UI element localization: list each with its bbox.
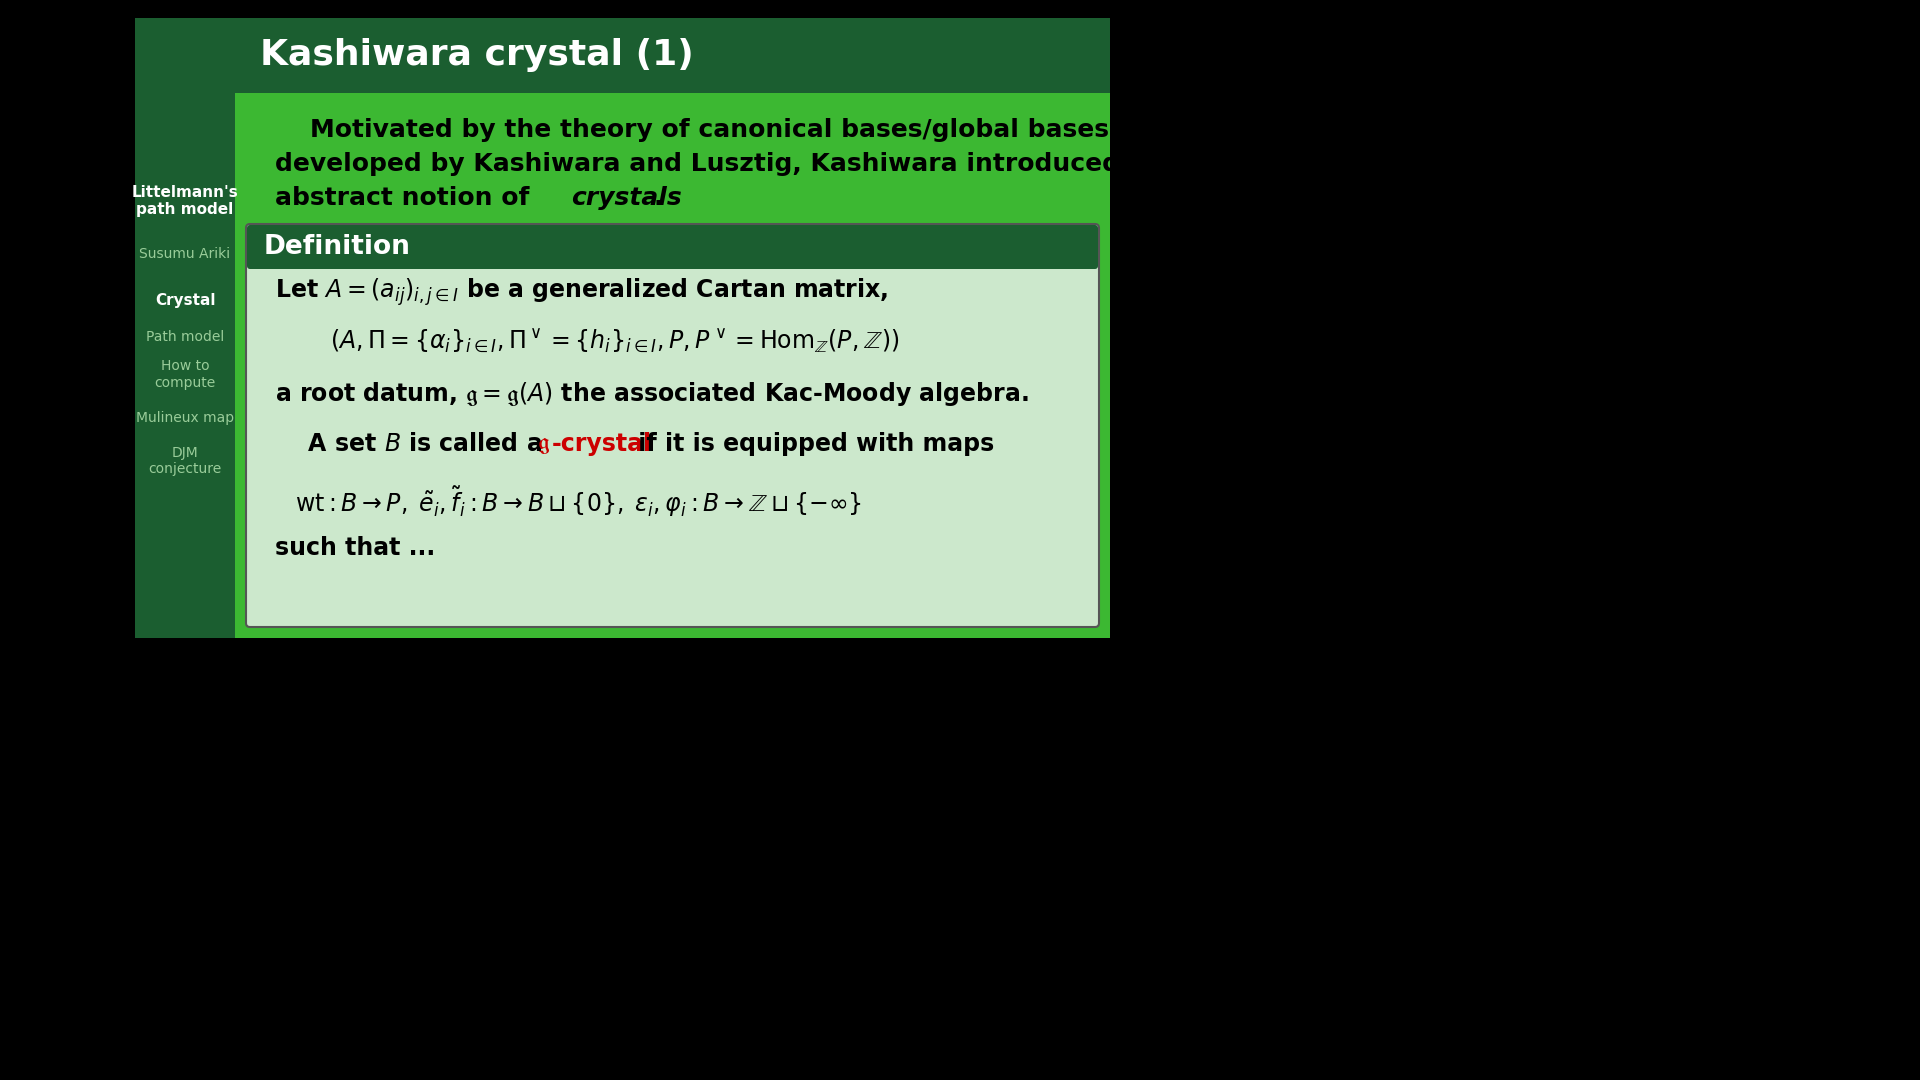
Text: crystals: crystals <box>570 186 682 210</box>
Text: How to
compute: How to compute <box>154 360 215 390</box>
Text: A set $B$ is called a: A set $B$ is called a <box>275 432 543 456</box>
Text: Motivated by the theory of canonical bases/global bases: Motivated by the theory of canonical bas… <box>309 118 1110 141</box>
Text: Definition: Definition <box>265 234 411 260</box>
Text: Let $A = (a_{ij})_{i,j\in I}$ be a generalized Cartan matrix,: Let $A = (a_{ij})_{i,j\in I}$ be a gener… <box>275 276 889 308</box>
Text: Crystal: Crystal <box>156 293 215 308</box>
Text: if it is equipped with maps: if it is equipped with maps <box>630 432 995 456</box>
Text: .: . <box>653 186 662 210</box>
Bar <box>134 18 234 638</box>
FancyBboxPatch shape <box>248 225 1098 269</box>
Text: $\mathrm{wt}: B \to P,\; \tilde{e}_i, \tilde{f}_i: B \to B \sqcup \{0\},\; \vare: $\mathrm{wt}: B \to P,\; \tilde{e}_i, \t… <box>296 484 862 518</box>
Bar <box>134 18 1110 93</box>
Text: -crystal: -crystal <box>553 432 653 456</box>
Text: abstract notion of: abstract notion of <box>275 186 538 210</box>
Text: such that ...: such that ... <box>275 536 436 561</box>
Text: $(A, \Pi = \{\alpha_i\}_{i\in I}, \Pi^\vee = \{h_i\}_{i\in I}, P, P^\vee = \math: $(A, \Pi = \{\alpha_i\}_{i\in I}, \Pi^\v… <box>330 328 899 356</box>
Text: Susumu Ariki: Susumu Ariki <box>140 246 230 260</box>
Bar <box>134 18 1110 638</box>
FancyBboxPatch shape <box>246 224 1098 627</box>
Bar <box>253 247 1091 266</box>
Text: a root datum, $\mathfrak{g} = \mathfrak{g}(A)$ the associated Kac-Moody algebra.: a root datum, $\mathfrak{g} = \mathfrak{… <box>275 380 1029 408</box>
Text: DJM
conjecture: DJM conjecture <box>148 446 221 476</box>
Text: Kashiwara crystal (1): Kashiwara crystal (1) <box>259 39 693 72</box>
Text: developed by Kashiwara and Lusztig, Kashiwara introduced: developed by Kashiwara and Lusztig, Kash… <box>275 152 1119 176</box>
Text: Littelmann's
path model: Littelmann's path model <box>132 185 238 217</box>
Text: $\mathfrak{g}$: $\mathfrak{g}$ <box>538 432 549 456</box>
Text: Mulineux map: Mulineux map <box>136 410 234 424</box>
Text: Path model: Path model <box>146 330 225 345</box>
